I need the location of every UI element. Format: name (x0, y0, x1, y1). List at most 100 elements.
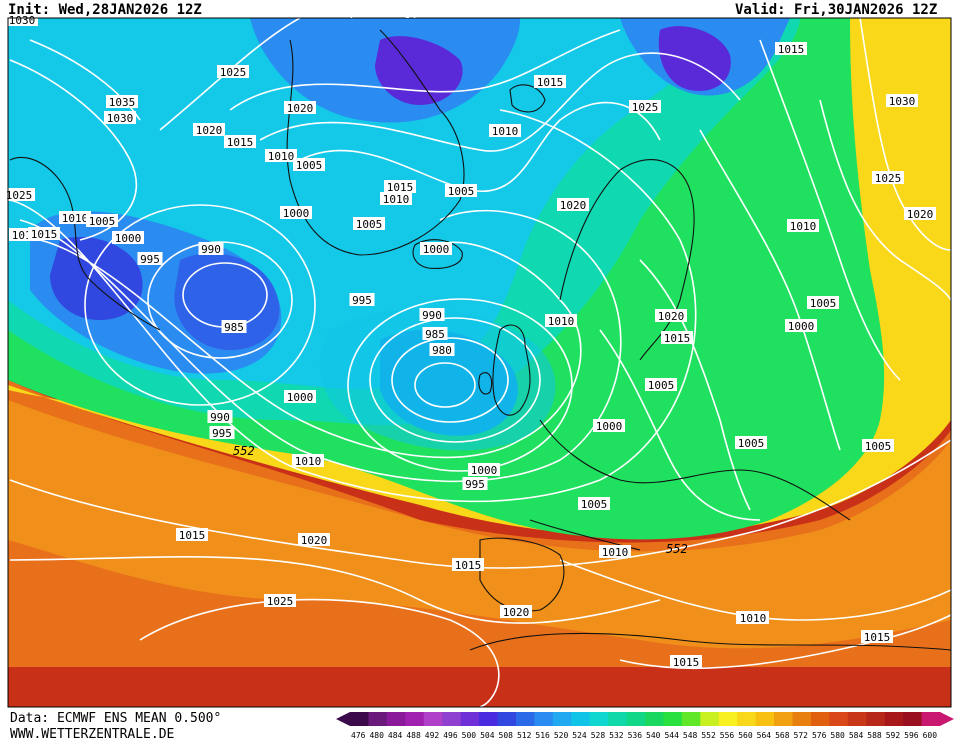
pressure-label-text: 1000 (596, 420, 623, 433)
pressure-label-bg (629, 100, 661, 113)
pressure-label-bg (462, 477, 488, 490)
isobar-1000 (39, 239, 582, 459)
colorbar-label: 584 (849, 731, 864, 740)
pressure-label: 1010 (380, 192, 412, 206)
pressure-label-text: 1015 (664, 332, 691, 345)
pressure-label-text: 1005 (865, 440, 892, 453)
colorbar-label: 556 (720, 731, 735, 740)
pressure-label: 1010 (265, 149, 297, 163)
geopotential-color-field (8, 18, 951, 707)
pressure-label-text: 1005 (448, 185, 475, 198)
pressure-label-bg (737, 611, 769, 624)
pressure-label-bg (112, 231, 144, 244)
pressure-label-bg (735, 436, 767, 449)
pressure-label: 1015 (384, 180, 416, 194)
isobar-east-1010 (699, 129, 841, 451)
colorbar-swatch (442, 712, 462, 726)
pressure-label-text: 1000 (283, 207, 310, 220)
colorbar-swatch (829, 712, 849, 726)
pressure-label: 1015 (775, 42, 807, 56)
pressure-label-bg (353, 217, 385, 230)
pressure-label-text: 1000 (788, 320, 815, 333)
pressure-label: 1020 (284, 101, 316, 115)
pressure-label-bg (3, 188, 35, 201)
isobar-west-1035 (29, 39, 141, 121)
pressure-label-text: 1025 (632, 101, 659, 114)
colorbar-swatch (884, 712, 904, 726)
pressure-label-bg (384, 180, 416, 193)
colorbar-swatch (368, 712, 388, 726)
isobar-low-atlantic-2 (391, 337, 509, 423)
pressure-label: 1000 (785, 319, 817, 333)
colorbar-swatch (866, 712, 886, 726)
pressure-label: 1005 (862, 439, 894, 453)
colorbar-swatch (847, 712, 867, 726)
colorbar-label: 480 (369, 731, 384, 740)
pressure-label-text: 1025 (875, 172, 902, 185)
pressure-label-text: 1010 (62, 212, 89, 225)
pressure-label-text: 1010 (790, 220, 817, 233)
pressure-label: 1010 (787, 219, 819, 233)
pressure-label-bg (661, 331, 693, 344)
field-blue-west-sub (50, 236, 143, 320)
colorbar-swatch (534, 712, 554, 726)
colorbar-label: 592 (886, 731, 901, 740)
pressure-label-bg (545, 314, 577, 327)
pressure-label: 1005 (735, 436, 767, 450)
isobar-central-1005 (639, 259, 751, 511)
isobar-1005 (19, 209, 622, 483)
pressure-label: 1025 (629, 100, 661, 114)
height-label: 552 (233, 444, 255, 458)
field-violet-north-east (658, 26, 731, 91)
colorbar-swatch (552, 712, 572, 726)
pressure-label-text: 995 (352, 294, 372, 307)
colorbar-swatch (774, 712, 793, 726)
colorbar-swatch (737, 712, 757, 726)
pressure-label-bg (221, 320, 247, 333)
coast-north-africa (469, 632, 951, 651)
pressure-label-text: 1020 (658, 310, 685, 323)
pressure-label: 1015 (176, 528, 208, 542)
pressure-label-bg (419, 308, 445, 321)
pressure-label: 1020 (655, 309, 687, 323)
pressure-label: 1015 (861, 630, 893, 644)
colorbar-swatch (479, 712, 498, 726)
pressure-label-text: 1035 (109, 96, 136, 109)
pressure-label-text: 1020 (287, 102, 314, 115)
pressure-label: 1025 (217, 65, 249, 79)
init-time: Init: Wed,28JAN2026 12Z (8, 2, 202, 18)
pressure-label-bg (176, 528, 208, 541)
pressure-label-text: 1015 (864, 631, 891, 644)
pressure-label-text: 995 (212, 427, 232, 440)
pressure-label-text: 1005 (356, 218, 383, 231)
pressure-label: 1000 (468, 463, 500, 477)
isobar-north-1015 (229, 29, 621, 111)
field-violet-north (375, 36, 463, 105)
pressure-label: 990 (198, 242, 224, 256)
pressure-label: 1015 (670, 655, 702, 669)
field-yellow (8, 18, 951, 536)
pressure-label-text: 1010 (740, 612, 767, 625)
colorbar-swatch (608, 712, 628, 726)
colorbar: 476 480 484 488 492 496 500 504 508 512 516 520 524 5… (336, 712, 954, 740)
isobar-low-atlantic-inner (414, 362, 476, 408)
pressure-label: 1015 (224, 135, 256, 149)
pressure-label-text: 1020 (503, 606, 530, 619)
pressure-label-bg (775, 42, 807, 55)
colorbar-label: 548 (683, 731, 698, 740)
pressure-label-text: 1015 (455, 559, 482, 572)
pressure-label: 995 (209, 426, 235, 440)
pressure-label: 1000 (112, 231, 144, 245)
height-label: 552 (666, 542, 688, 556)
pressure-label: 1000 (420, 242, 452, 256)
pressure-label: 1005 (645, 378, 677, 392)
pressure-label-bg (645, 378, 677, 391)
colorbar-label: 484 (388, 731, 403, 740)
isobar-low-atlantic-3 (369, 317, 541, 443)
colorbar-swatch (350, 712, 369, 726)
colorbar-label: 508 (499, 731, 514, 740)
pressure-label: 1010 (599, 545, 631, 559)
isobar-east-1025 (859, 18, 951, 251)
pressure-label-bg (380, 192, 412, 205)
pressure-label-text: 1005 (738, 437, 765, 450)
